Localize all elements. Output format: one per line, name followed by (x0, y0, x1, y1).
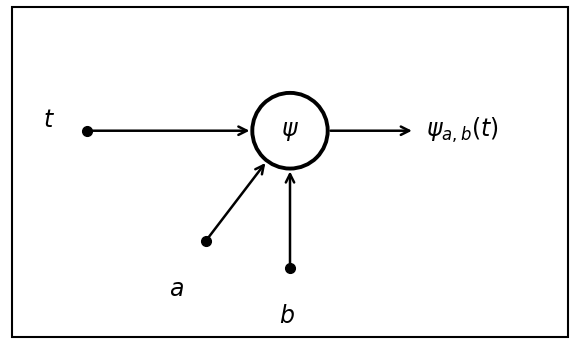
Text: $\psi$: $\psi$ (281, 119, 299, 143)
Text: $b$: $b$ (279, 304, 295, 329)
Text: $\psi_{a,b}(t)$: $\psi_{a,b}(t)$ (426, 116, 499, 145)
Text: $a$: $a$ (169, 277, 184, 301)
Text: $t$: $t$ (44, 108, 55, 132)
Ellipse shape (252, 93, 328, 169)
